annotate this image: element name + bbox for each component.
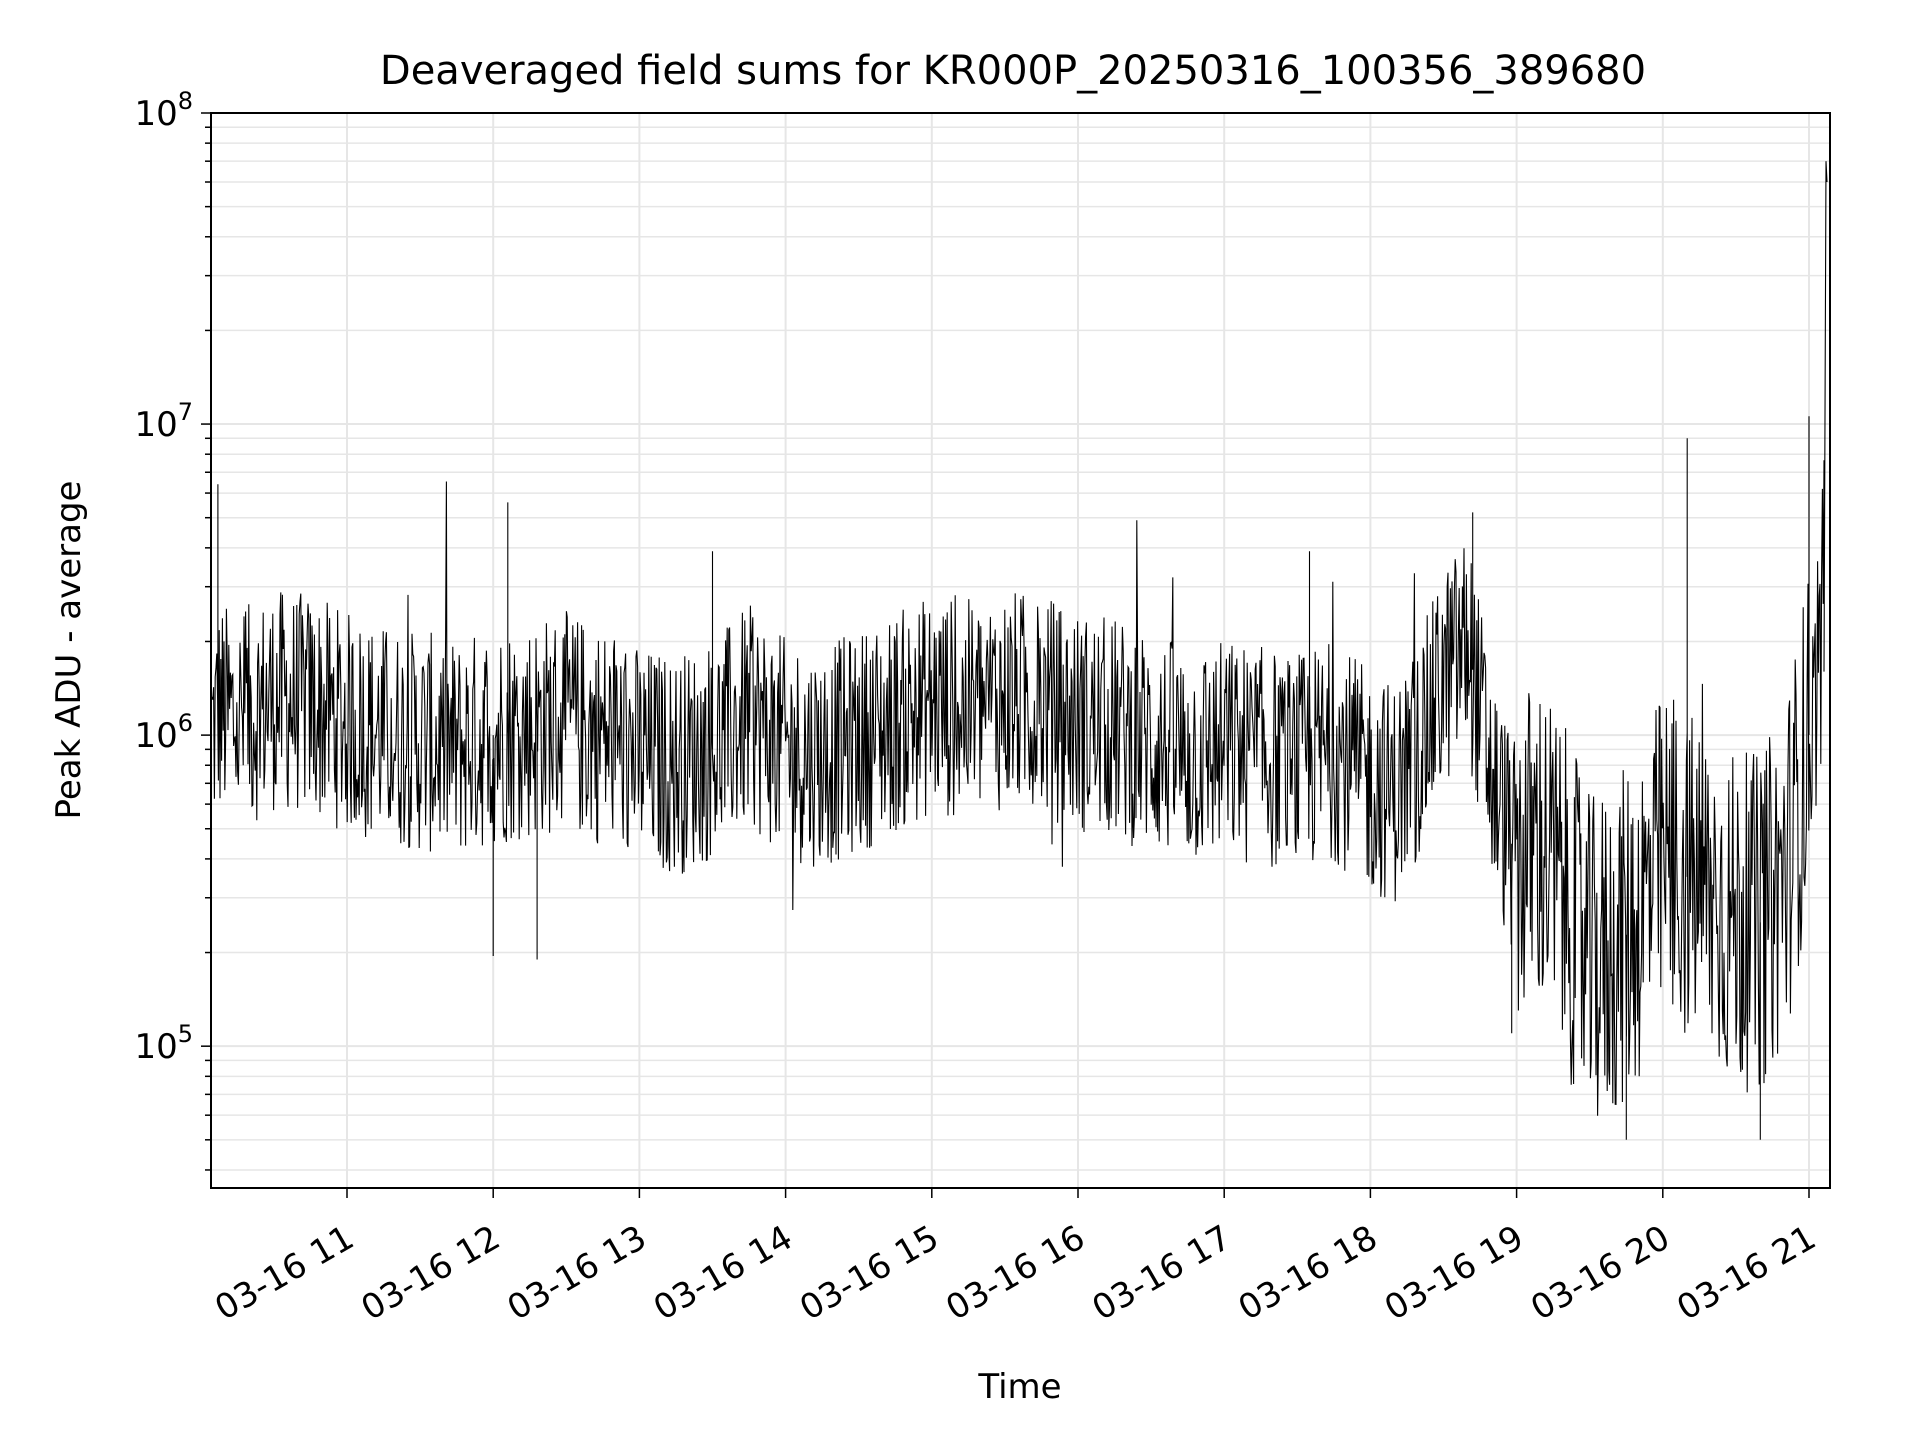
y-tick-exponent: 6 — [178, 709, 193, 737]
chart-title: Deaveraged field sums for KR000P_2025031… — [380, 48, 1646, 94]
y-axis-label: Peak ADU - average — [49, 481, 89, 820]
x-axis-label: Time — [977, 1367, 1061, 1407]
plot-frame — [210, 112, 1831, 1189]
series-line — [211, 161, 1828, 1140]
y-tick-exponent: 5 — [178, 1020, 193, 1048]
grid — [201, 112, 1830, 1188]
series — [211, 161, 1828, 1140]
y-tick-exponent: 7 — [178, 398, 193, 426]
y-tick-exponent: 8 — [178, 87, 193, 115]
